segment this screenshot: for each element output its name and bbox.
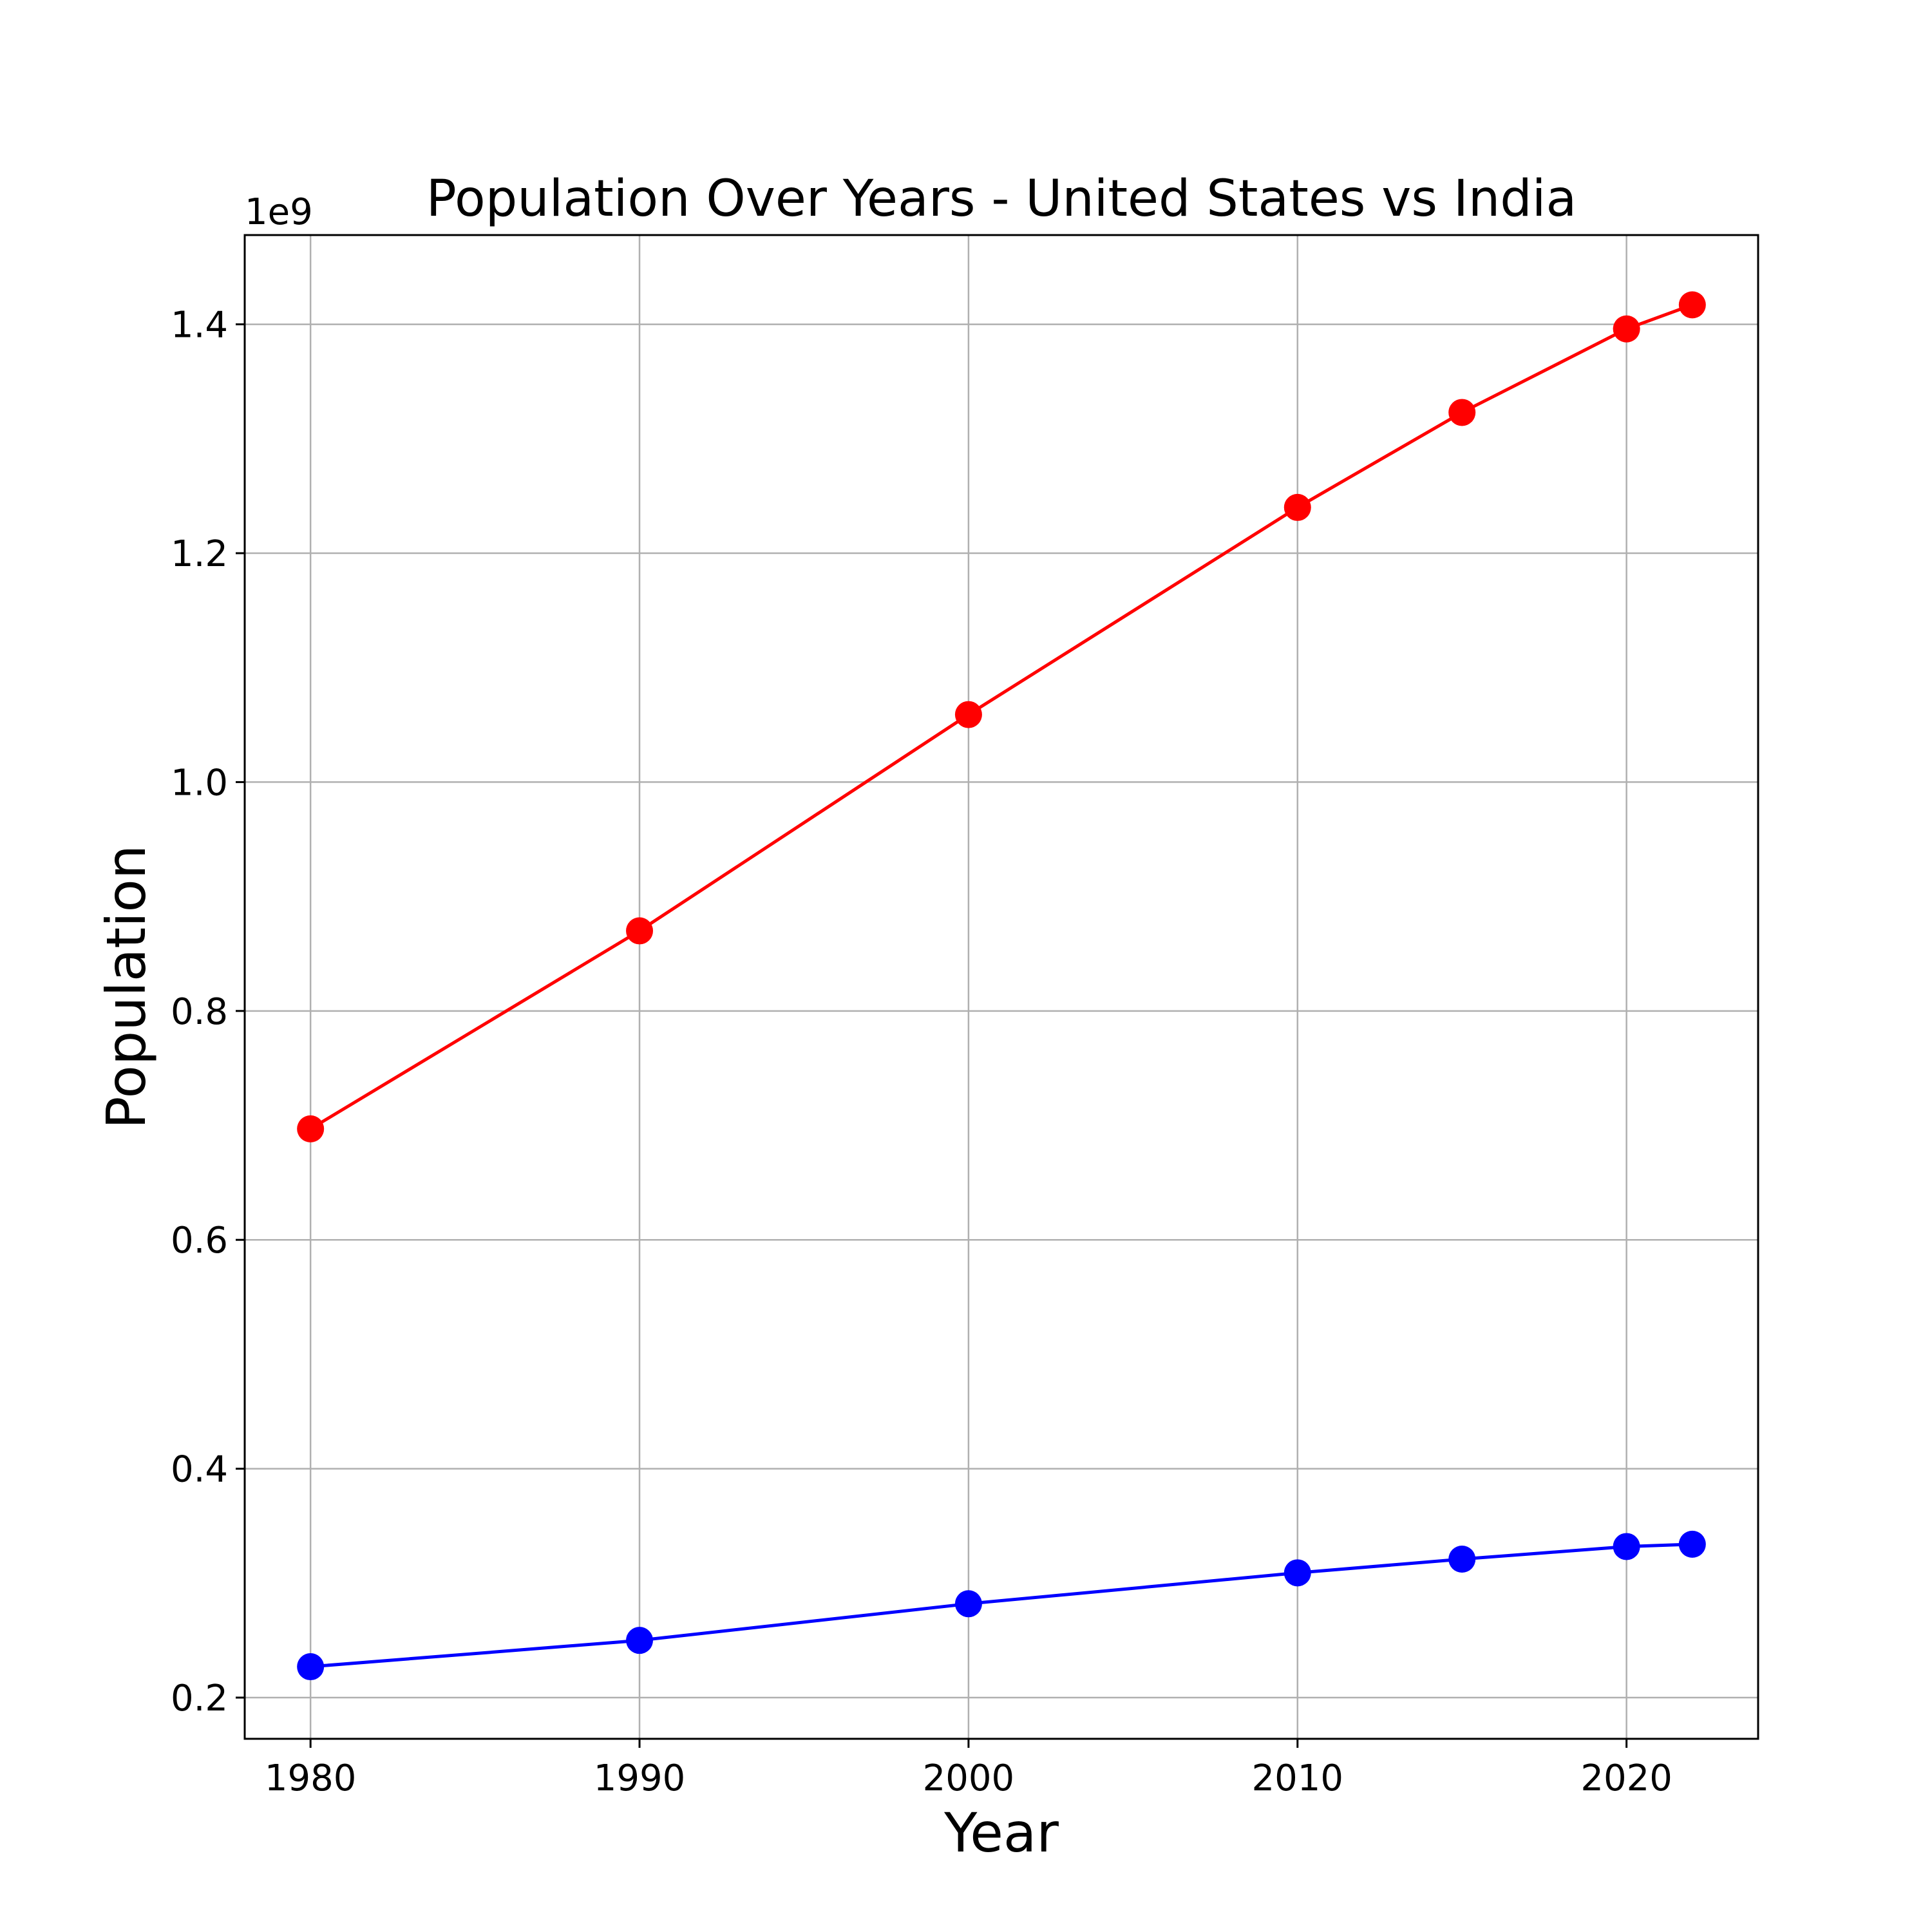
series-layer — [297, 291, 1706, 1681]
series-1-point — [626, 1627, 654, 1654]
y-tick-label: 1.2 — [171, 533, 228, 575]
tick-layer: 1980 1990 2000 2010 2020 0.2 0.4 0.6 0.8 1.0 1.2 1.… — [171, 305, 1672, 1799]
y-tick-label: 1.4 — [171, 305, 228, 346]
y-axis-offset-label: 1e9 — [245, 191, 313, 233]
series-0-point — [954, 701, 982, 728]
series-1-point — [1283, 1559, 1311, 1587]
series-0-point — [1613, 315, 1640, 343]
series-1-point — [1448, 1546, 1476, 1573]
series-0-point — [1678, 291, 1706, 319]
y-tick-label: 0.8 — [171, 991, 228, 1033]
x-tick-label: 2000 — [923, 1757, 1015, 1799]
series-0-point — [1448, 399, 1476, 426]
y-tick-label: 0.6 — [171, 1220, 228, 1262]
x-tick-label: 2010 — [1252, 1757, 1344, 1799]
x-tick-label: 1980 — [265, 1757, 357, 1799]
x-tick-label: 1990 — [594, 1757, 686, 1799]
y-axis-label: Population — [95, 845, 158, 1129]
series-1-point — [297, 1653, 325, 1681]
series-0-point — [297, 1115, 325, 1142]
plot-frame — [243, 234, 1759, 1740]
series-1-point — [1613, 1533, 1640, 1560]
y-tick-label: 0.2 — [171, 1678, 228, 1719]
series-0-point — [1283, 493, 1311, 521]
series-1-point — [1678, 1530, 1706, 1558]
series-0-point — [626, 917, 654, 945]
chart-title: Population Over Years - United States vs… — [426, 170, 1577, 228]
x-tick-label: 2020 — [1580, 1757, 1672, 1799]
x-axis-label: Year — [943, 1801, 1059, 1864]
y-tick-label: 0.4 — [171, 1449, 228, 1491]
series-1-point — [954, 1590, 982, 1618]
y-tick-label: 1.0 — [171, 762, 228, 804]
grid-layer — [245, 235, 1758, 1739]
